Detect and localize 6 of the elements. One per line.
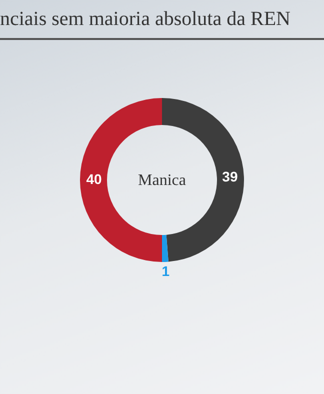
data-label: 1 xyxy=(162,262,170,279)
donut-slice xyxy=(162,234,168,262)
text: Manica xyxy=(138,172,186,189)
data-label: 39 xyxy=(222,168,238,184)
data-label: 40 xyxy=(86,171,102,187)
chart-title: nciais sem maioria absoluta da REN xyxy=(0,0,324,40)
